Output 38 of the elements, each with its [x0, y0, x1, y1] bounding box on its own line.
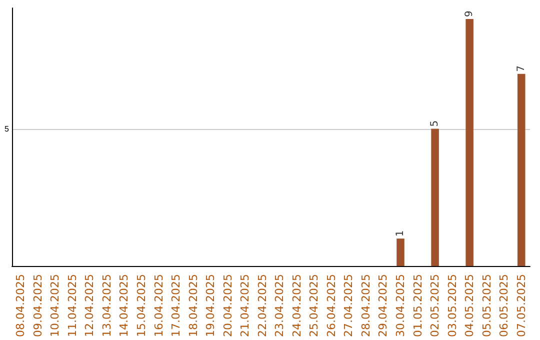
- data-label: 5: [430, 120, 441, 127]
- bar: [466, 18, 474, 266]
- x-tick-label: 05.05.2025: [480, 274, 494, 338]
- x-tick-label: 16.04.2025: [152, 274, 166, 338]
- x-tick-label: 27.04.2025: [342, 274, 356, 338]
- x-tick-label: 08.04.2025: [14, 274, 28, 338]
- bar: [396, 238, 404, 266]
- x-tick-label: 22.04.2025: [256, 274, 269, 338]
- x-tick-label: 25.04.2025: [308, 274, 321, 338]
- x-tick-label: 24.04.2025: [290, 274, 304, 338]
- x-tick-label: 12.04.2025: [83, 274, 96, 338]
- x-tick-label: 30.04.2025: [394, 274, 407, 338]
- x-tick-label: 11.04.2025: [66, 274, 79, 338]
- x-tick-label: 20.04.2025: [221, 274, 234, 338]
- x-tick-label: 03.05.2025: [446, 274, 459, 338]
- x-tick-label: 26.04.2025: [324, 274, 338, 338]
- x-tick-label: 10.04.2025: [48, 274, 62, 338]
- x-tick-label: 14.04.2025: [118, 274, 131, 338]
- x-tick-label: 29.04.2025: [376, 274, 390, 338]
- x-tick-label: 18.04.2025: [186, 274, 200, 338]
- x-tick-label: 06.05.2025: [498, 274, 511, 338]
- x-tick-label: 15.04.2025: [135, 274, 148, 338]
- data-label: 1: [395, 230, 406, 237]
- x-tick-label: 09.04.2025: [31, 274, 44, 338]
- bar: [517, 74, 526, 266]
- x-tick-label: 07.05.2025: [514, 274, 528, 338]
- x-tick-label: 21.04.2025: [238, 274, 252, 338]
- x-tick-label: 01.05.2025: [411, 274, 424, 338]
- x-tick-label: 13.04.2025: [100, 274, 114, 338]
- x-tick-label: 28.04.2025: [359, 274, 372, 338]
- data-label: 7: [516, 66, 527, 72]
- x-tick-label: 19.04.2025: [204, 274, 218, 338]
- x-tick-label: 23.04.2025: [273, 274, 286, 338]
- x-tick-label: 17.04.2025: [170, 274, 183, 338]
- bar: [431, 128, 439, 266]
- x-tick-label: 02.05.2025: [428, 274, 442, 338]
- data-label: 9: [464, 10, 476, 17]
- x-tick-label: 04.05.2025: [463, 274, 476, 338]
